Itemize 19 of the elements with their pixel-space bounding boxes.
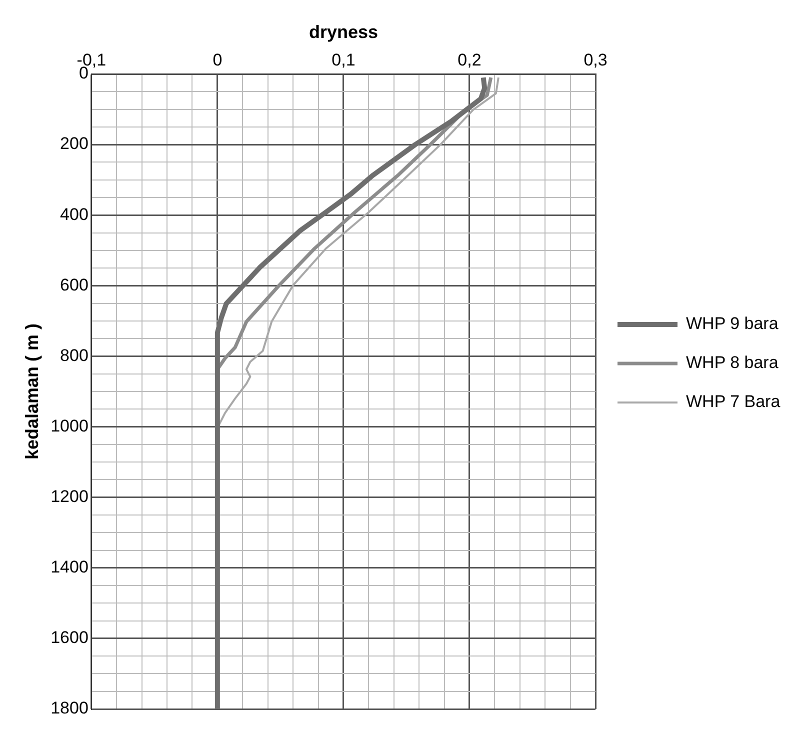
- legend-label: WHP 8 bara: [686, 353, 779, 372]
- x-tick-label: 0,2: [458, 50, 482, 70]
- y-tick-label: 800: [60, 346, 88, 365]
- y-tick-label: 1200: [50, 487, 88, 506]
- y-tick-label: 1800: [50, 698, 88, 718]
- x-tick-label: 0,1: [332, 50, 356, 70]
- y-axis-title: kedalaman ( m ): [22, 323, 42, 460]
- y-tick-label: 1400: [50, 558, 88, 577]
- y-tick-label: 600: [60, 275, 88, 294]
- y-tick-label: 1000: [50, 416, 88, 436]
- x-tick-label: 0,3: [584, 50, 608, 70]
- y-tick-label: 400: [60, 204, 88, 224]
- legend-label: WHP 9 bara: [686, 314, 779, 334]
- y-tick-label: 1600: [50, 628, 88, 648]
- y-tick-label: 200: [60, 134, 88, 154]
- x-tick-label: 0: [212, 50, 222, 70]
- x-tick-label: -0,1: [76, 50, 106, 70]
- legend-label: WHP 7 Bara: [686, 392, 781, 412]
- x-axis-title: dryness: [308, 22, 378, 42]
